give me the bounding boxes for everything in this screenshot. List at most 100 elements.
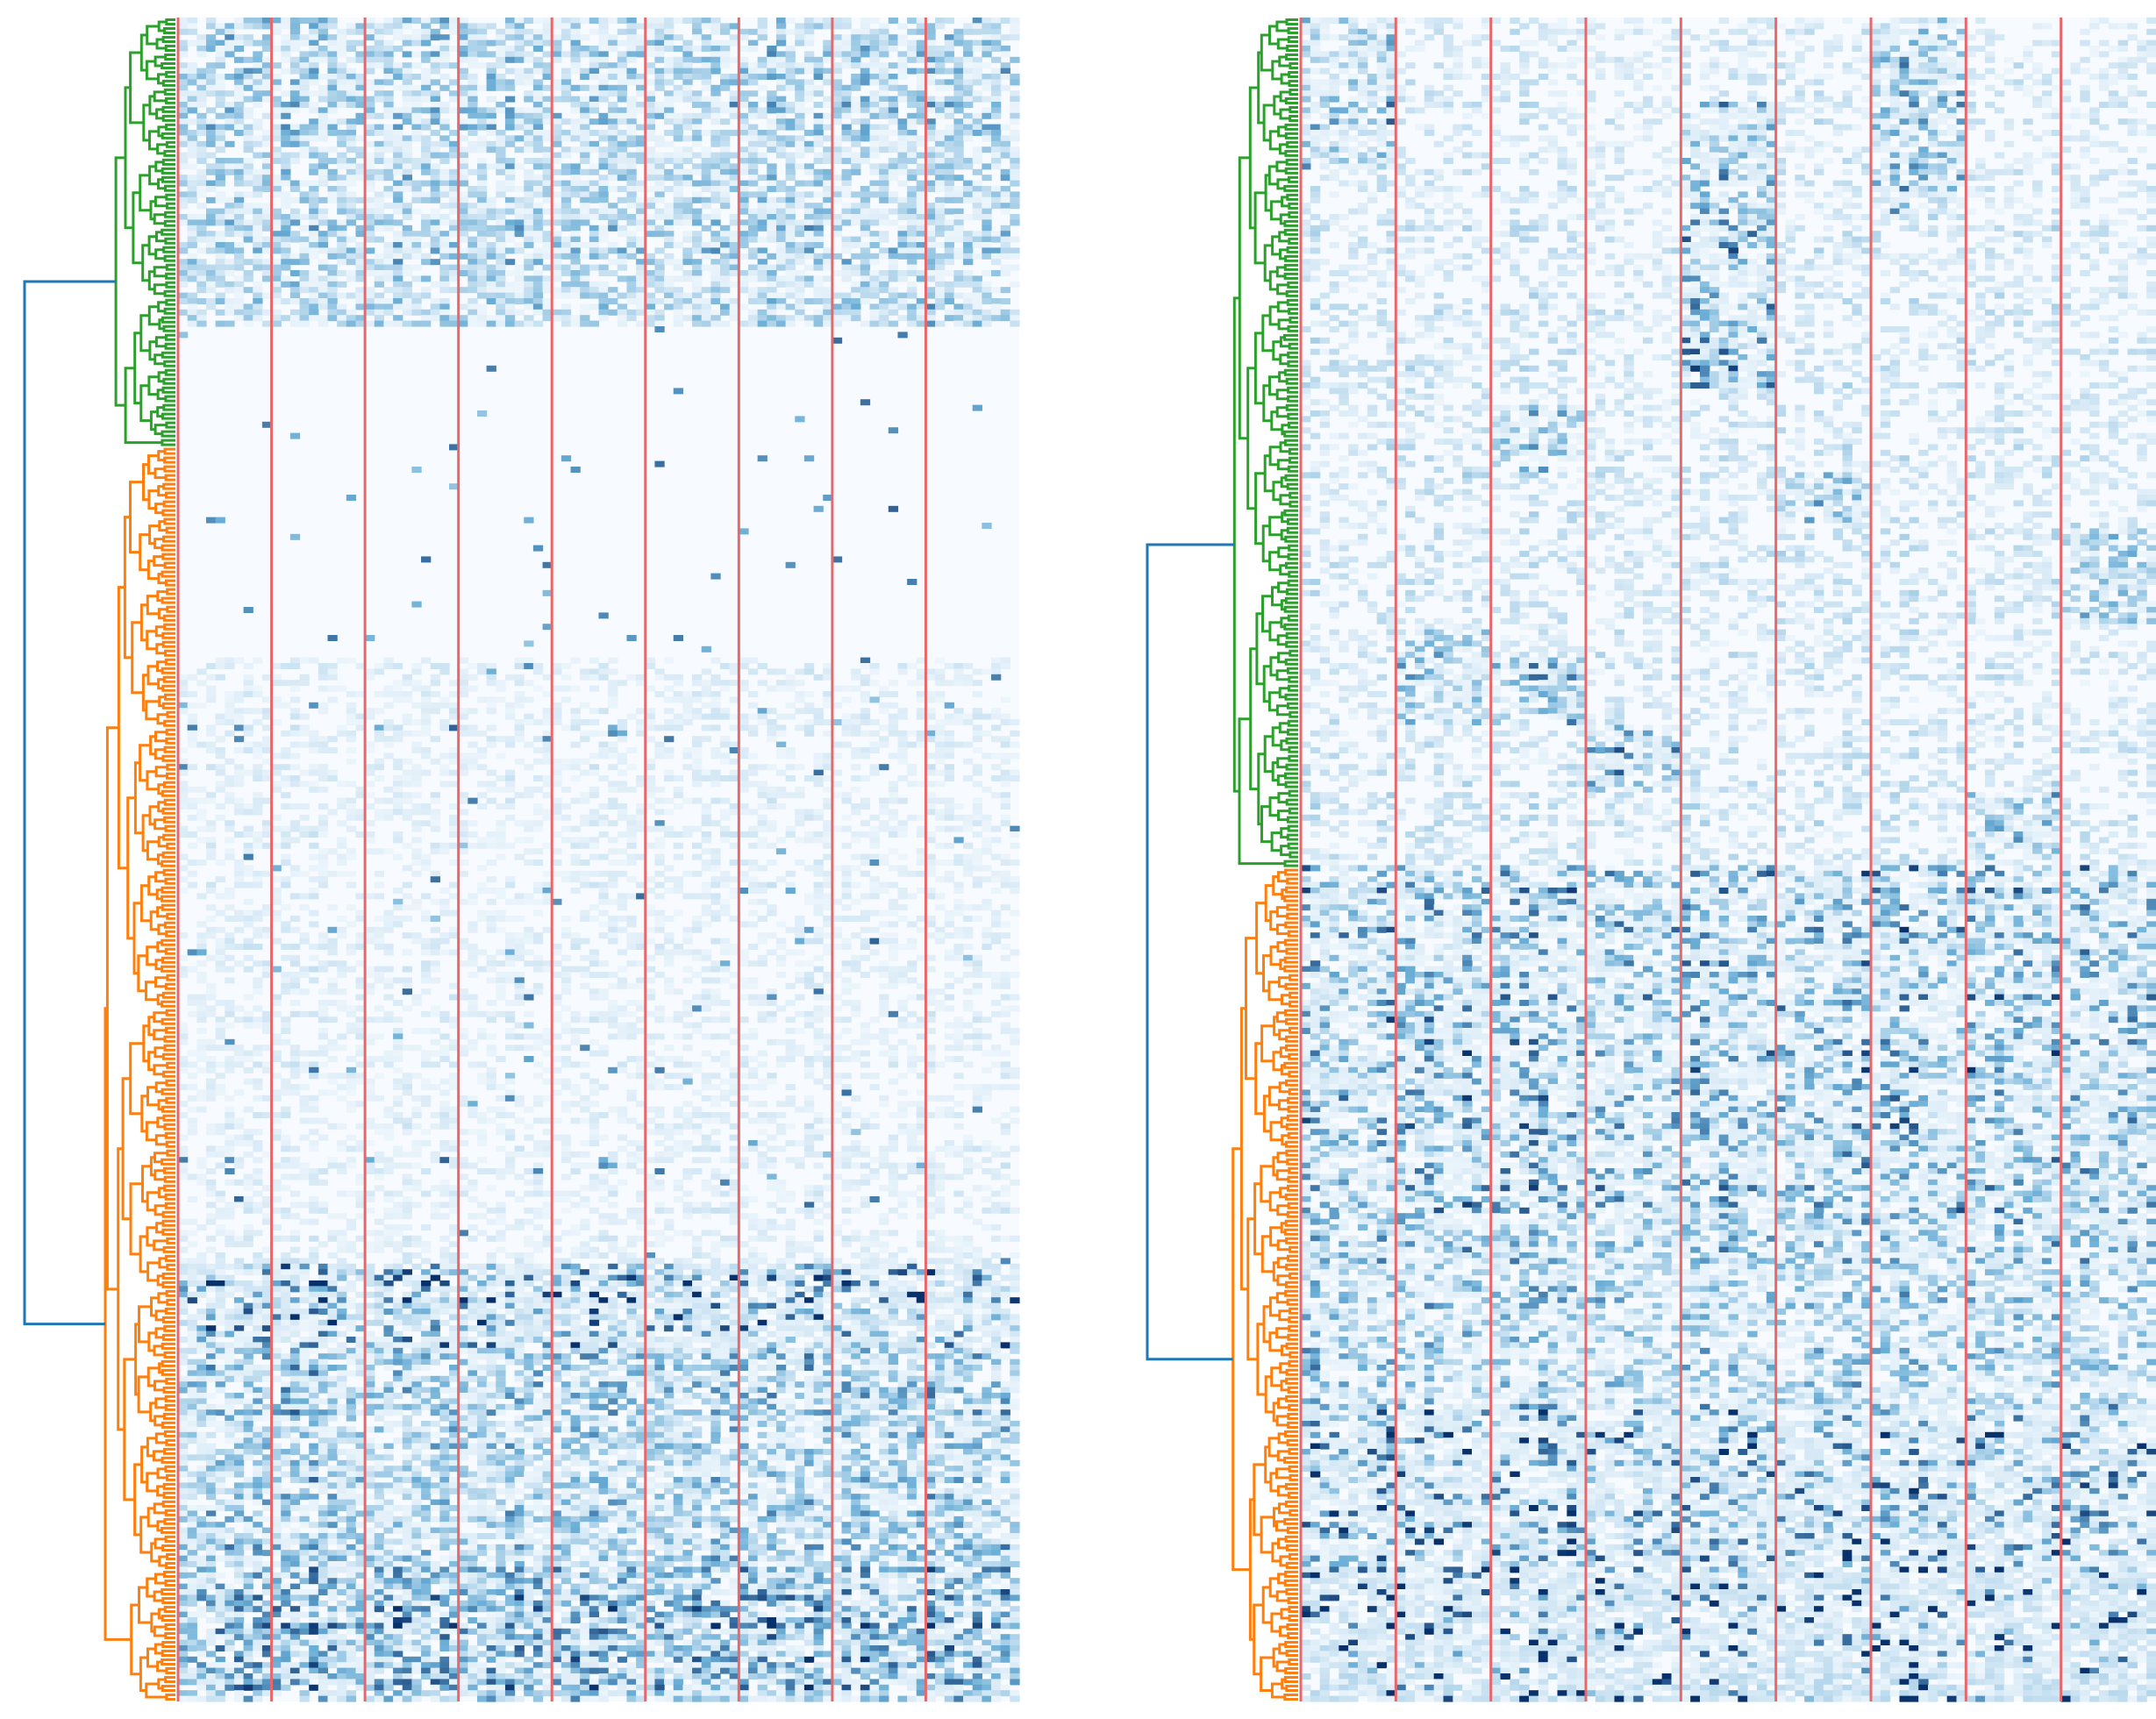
heatmap-cell <box>710 264 721 271</box>
heatmap-cell <box>982 191 992 198</box>
heatmap-cell <box>580 74 590 80</box>
heatmap-cell <box>383 163 394 170</box>
heatmap-cell <box>608 292 618 299</box>
heatmap-cell <box>524 219 534 226</box>
heatmap-cell <box>935 168 946 175</box>
heatmap-cell <box>504 68 516 75</box>
heatmap-cell <box>243 96 253 103</box>
heatmap-cell <box>1000 51 1010 58</box>
heatmap-cell <box>524 186 534 192</box>
heatmap-cell <box>496 168 506 175</box>
heatmap-cell <box>393 303 403 310</box>
heatmap-cell <box>832 219 843 226</box>
heatmap-cell <box>888 34 899 41</box>
heatmap-cell <box>935 264 946 271</box>
heatmap-cell <box>907 28 917 35</box>
heatmap-cell <box>365 203 375 210</box>
heatmap-cell <box>309 702 319 709</box>
heatmap-cell <box>617 158 628 164</box>
heatmap-cell <box>767 175 777 182</box>
heatmap-cell <box>449 753 460 760</box>
heatmap-cell <box>916 713 927 720</box>
heatmap-cell <box>178 163 189 170</box>
heatmap-cell <box>365 163 375 170</box>
heatmap-cell <box>580 102 590 108</box>
heatmap-cell <box>355 168 366 175</box>
heatmap-cell <box>775 264 787 271</box>
heatmap-cell <box>1010 236 1020 243</box>
heatmap-cell <box>710 96 721 103</box>
heatmap-cell <box>907 579 917 585</box>
heatmap-cell <box>365 152 375 159</box>
heatmap-cell <box>608 62 618 69</box>
heatmap-cell <box>476 236 488 243</box>
heatmap-cell <box>411 685 422 692</box>
heatmap-cell <box>365 292 375 299</box>
heatmap-cell <box>196 102 207 108</box>
heatmap-cell <box>626 140 637 147</box>
heatmap-cell <box>860 696 871 703</box>
heatmap-cell <box>233 724 245 731</box>
heatmap-cell <box>261 775 273 781</box>
heatmap-cell <box>196 79 207 86</box>
heatmap-cell <box>803 298 815 304</box>
heatmap-cell <box>580 309 590 316</box>
heatmap-cell <box>346 74 357 80</box>
heatmap-cell <box>187 764 197 771</box>
heatmap-cell <box>337 253 347 260</box>
heatmap-cell <box>542 736 553 743</box>
heatmap-cell <box>953 84 964 91</box>
heatmap-cell <box>393 696 403 703</box>
heatmap-cell <box>458 135 468 142</box>
heatmap-cell <box>729 713 739 720</box>
heatmap-cell <box>860 79 871 86</box>
heatmap-cell <box>953 713 964 720</box>
heatmap-cell <box>617 247 628 254</box>
heatmap-cell <box>972 730 982 737</box>
heatmap-cell <box>916 90 927 97</box>
heatmap-cell <box>524 39 534 46</box>
heatmap-cell <box>215 191 225 198</box>
heatmap-cell <box>673 56 683 63</box>
heatmap-cell <box>860 214 871 220</box>
heatmap-cell <box>337 270 347 276</box>
heatmap-cell <box>841 135 852 142</box>
heatmap-cell <box>261 203 273 210</box>
heatmap-cell <box>393 685 403 692</box>
heatmap-cell <box>524 74 534 80</box>
heatmap-cell <box>991 112 1002 119</box>
heatmap-cell <box>720 736 731 743</box>
heatmap-cell <box>496 309 506 316</box>
heatmap-cell <box>869 74 880 80</box>
heatmap-cell <box>626 118 637 125</box>
heatmap-cell <box>729 668 739 675</box>
heatmap-cell <box>851 28 861 35</box>
heatmap-cell <box>916 219 927 226</box>
heatmap-cell <box>468 168 478 175</box>
heatmap-cell <box>187 79 197 86</box>
heatmap-cell <box>813 175 824 182</box>
dendrogram-link <box>154 959 163 971</box>
heatmap-cell <box>747 231 759 238</box>
heatmap-cell <box>430 691 440 697</box>
heatmap-cell <box>963 253 974 260</box>
heatmap-cell <box>458 674 468 681</box>
heatmap-cell <box>393 203 403 210</box>
heatmap-cell <box>991 130 1002 136</box>
heatmap-cell <box>233 74 245 80</box>
heatmap-cell <box>552 56 562 63</box>
heatmap-cell <box>692 691 703 697</box>
heatmap-cell <box>692 264 703 271</box>
dendrogram-link <box>161 1052 175 1060</box>
heatmap-cell <box>476 208 488 215</box>
heatmap-cell <box>739 320 749 327</box>
heatmap-cell <box>589 46 600 52</box>
heatmap-cell <box>645 685 656 692</box>
heatmap-cell <box>953 214 964 220</box>
heatmap-cell <box>963 259 974 266</box>
heatmap-cell <box>598 23 609 30</box>
heatmap-cell <box>346 140 357 147</box>
heatmap-cell <box>813 781 824 788</box>
heatmap-cell <box>963 680 974 687</box>
heatmap-cell <box>271 702 282 709</box>
